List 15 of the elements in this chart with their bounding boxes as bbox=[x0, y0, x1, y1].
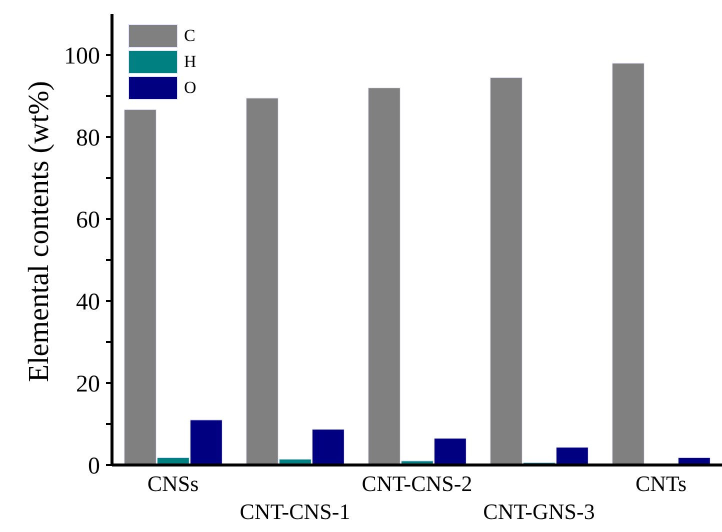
x-tick-label: CNT-CNS-1 bbox=[240, 499, 350, 524]
legend-label: H bbox=[184, 52, 196, 72]
y-tick-label: 0 bbox=[88, 453, 100, 480]
y-tick-label: 40 bbox=[76, 289, 100, 316]
x-tick-label: CNSs bbox=[147, 471, 199, 496]
x-tick-label: CNT-GNS-3 bbox=[483, 499, 595, 524]
y-tick-label: 20 bbox=[76, 371, 100, 398]
legend-label: C bbox=[184, 26, 196, 46]
y-tick-label: 80 bbox=[76, 125, 100, 152]
x-tick-label: CNTs bbox=[635, 471, 687, 496]
x-tick-label: CNT-CNS-2 bbox=[362, 471, 472, 496]
y-axis-title: Elemental contents (wt%) bbox=[23, 80, 55, 382]
y-tick-label: 60 bbox=[76, 207, 100, 234]
legend-label: O bbox=[184, 78, 196, 98]
y-tick-label: 100 bbox=[64, 43, 100, 70]
